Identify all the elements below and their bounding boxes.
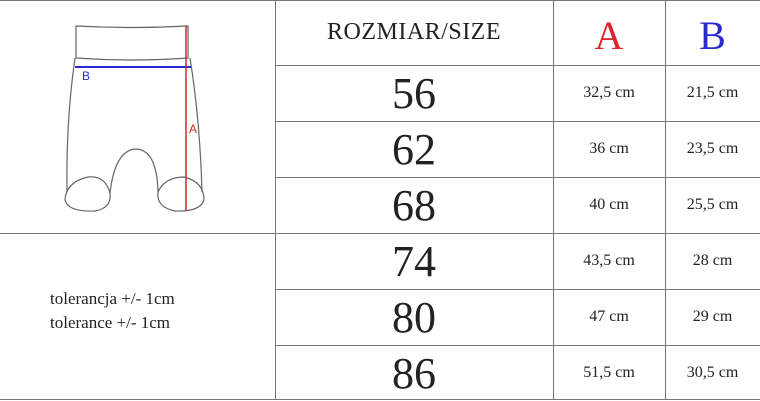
divider [553, 0, 554, 400]
tolerance-en: tolerance +/- 1cm [50, 313, 171, 332]
divider [275, 177, 760, 178]
size-header: ROZMIAR/SIZE [327, 19, 501, 45]
size-value: 80 [392, 292, 436, 342]
measure-a: 36 cm [589, 140, 629, 157]
size-value: 74 [392, 236, 436, 286]
measure-b: 29 cm [692, 308, 733, 325]
right-foot-outline [157, 176, 205, 212]
divider [275, 0, 276, 400]
divider [275, 289, 760, 290]
divider [0, 0, 760, 1]
right-leg-outline [189, 57, 203, 193]
measure-b: 30,5 cm [686, 364, 739, 381]
col-a-header: A [594, 12, 624, 58]
crotch-outline [109, 148, 159, 194]
measure-a: 47 cm [589, 308, 629, 325]
tolerance-pl: tolerancja +/- 1cm [50, 289, 175, 308]
measure-a: 40 cm [589, 196, 629, 213]
waistband-outline [75, 25, 189, 61]
left-foot-outline [64, 176, 111, 212]
measure-b: 25,5 cm [686, 196, 739, 213]
label-a: A [189, 122, 197, 136]
pants-diagram: B A [64, 25, 205, 212]
size-value: 62 [392, 124, 436, 174]
measure-b: 23,5 cm [686, 140, 739, 157]
measure-b: 28 cm [692, 252, 733, 269]
left-leg-outline [66, 57, 76, 193]
divider [665, 0, 666, 400]
label-b: B [82, 69, 90, 83]
measure-a: 51,5 cm [583, 364, 635, 381]
tolerance-note: tolerancja +/- 1cm tolerance +/- 1cm [50, 287, 175, 335]
divider [275, 233, 760, 234]
divider [275, 121, 760, 122]
size-value: 56 [392, 68, 436, 118]
divider [275, 65, 760, 66]
measure-a: 43,5 cm [583, 252, 635, 269]
col-b-header: B [699, 12, 726, 58]
measure-b: 21,5 cm [686, 84, 739, 101]
size-value: 86 [392, 348, 436, 398]
size-value: 68 [392, 180, 436, 230]
divider [0, 233, 275, 234]
divider [275, 345, 760, 346]
measure-a: 32,5 cm [583, 84, 635, 101]
